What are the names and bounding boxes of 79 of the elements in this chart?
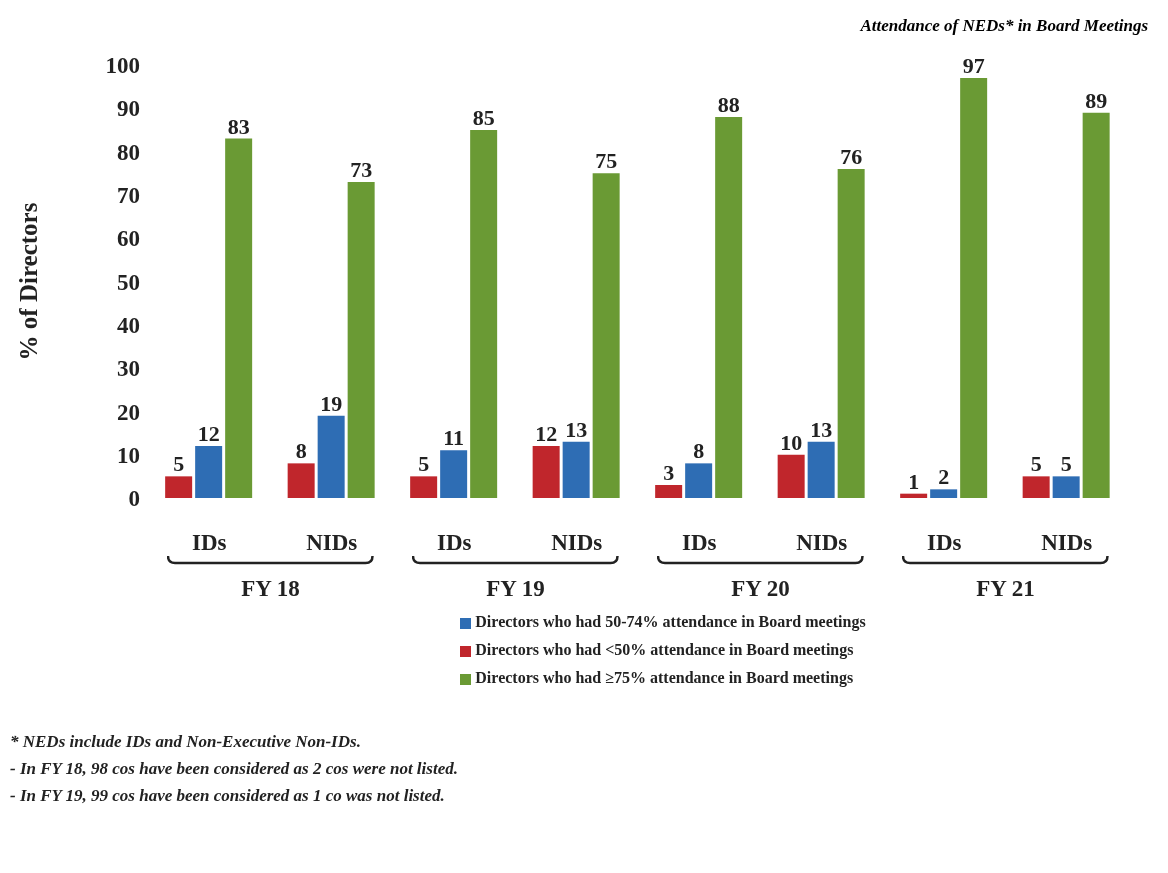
bar	[165, 476, 193, 498]
x-tick-label: IDs	[926, 530, 962, 556]
y-tick-label: 80	[117, 139, 140, 165]
data-label: 13	[810, 416, 833, 442]
data-label: 5	[418, 451, 430, 477]
data-label: 5	[173, 451, 185, 477]
text: - In FY 18, 98 cos have been considered as 2 cos were not listed.	[10, 758, 459, 780]
x-tick-label: NIDs	[1041, 530, 1093, 556]
bar	[960, 77, 988, 498]
data-label: 5	[1030, 451, 1042, 477]
data-label: 8	[295, 438, 307, 464]
bar	[440, 450, 468, 498]
data-label: 19	[320, 390, 343, 416]
bar	[562, 441, 590, 498]
bar	[532, 446, 560, 498]
data-label: 8	[693, 438, 705, 464]
data-label: 11	[443, 425, 465, 451]
legend-label: Directors who had 50-74% attendance in Board meetings	[475, 613, 866, 630]
bar	[287, 463, 315, 498]
text: FY 19	[485, 576, 546, 602]
bar	[317, 415, 345, 498]
bar	[470, 129, 498, 498]
y-tick-label: 90	[117, 96, 140, 122]
y-tick-label: 20	[117, 399, 140, 425]
data-label: 76	[840, 143, 863, 169]
chart-title: Attendance of NEDs* in Board Meetings	[858, 16, 1149, 35]
x-tick-label: IDs	[436, 530, 472, 556]
data-label: 88	[717, 91, 740, 117]
data-label: 1	[908, 468, 920, 494]
legend-label: Directors who had ≥75% attendance in Board meetings	[475, 669, 854, 686]
x-tick-label: IDs	[681, 530, 717, 556]
text: * NEDs include IDs and Non-Executive Non-IDs.	[10, 731, 362, 753]
y-tick-label: 0	[128, 486, 140, 512]
bar	[655, 485, 683, 498]
data-label: 73	[350, 156, 373, 182]
bar	[837, 168, 865, 498]
bar	[715, 116, 743, 498]
bar	[225, 138, 253, 498]
data-label: 5	[1060, 451, 1072, 477]
x-tick-label: NIDs	[551, 530, 603, 556]
text: FY 21	[975, 576, 1036, 602]
data-label: 83	[227, 113, 250, 139]
y-tick-label: 30	[117, 356, 140, 382]
bar	[685, 463, 713, 498]
x-tick-label: IDs	[191, 530, 227, 556]
bar	[592, 173, 620, 498]
data-label: 12	[197, 421, 220, 447]
y-axis-title: % of Directors	[14, 202, 42, 361]
bar	[347, 181, 375, 498]
x-tick-label: NIDs	[796, 530, 848, 556]
bar	[195, 446, 223, 498]
bar	[1022, 476, 1050, 498]
y-tick-label: 50	[117, 269, 140, 295]
data-label: 2	[938, 464, 950, 490]
bar	[1052, 476, 1080, 498]
y-tick-label: 40	[117, 312, 140, 338]
bar	[1082, 112, 1110, 498]
data-label: 89	[1085, 87, 1108, 113]
data-label: 10	[780, 429, 803, 455]
y-tick-label: 10	[117, 442, 140, 468]
y-tick-label: 60	[117, 226, 140, 252]
text: FY 20	[730, 576, 791, 602]
x-tick-label: NIDs	[306, 530, 358, 556]
bar	[930, 489, 958, 498]
y-tick-label: 100	[105, 53, 140, 79]
data-label: 75	[595, 148, 618, 174]
text: FY 18	[240, 576, 301, 602]
text: - In FY 19, 99 cos have been considered as 1 co was not listed.	[10, 785, 446, 807]
bar	[900, 493, 928, 498]
bar	[410, 476, 438, 498]
data-label: 13	[565, 416, 588, 442]
data-label: 12	[535, 421, 558, 447]
y-tick-label: 70	[117, 183, 140, 209]
legend-label: Directors who had <50% attendance in Board meetings	[475, 641, 854, 658]
data-label: 3	[663, 460, 675, 486]
bar	[807, 441, 835, 498]
data-label: 85	[472, 104, 495, 130]
data-label: 97	[962, 52, 985, 78]
bar	[777, 454, 805, 498]
